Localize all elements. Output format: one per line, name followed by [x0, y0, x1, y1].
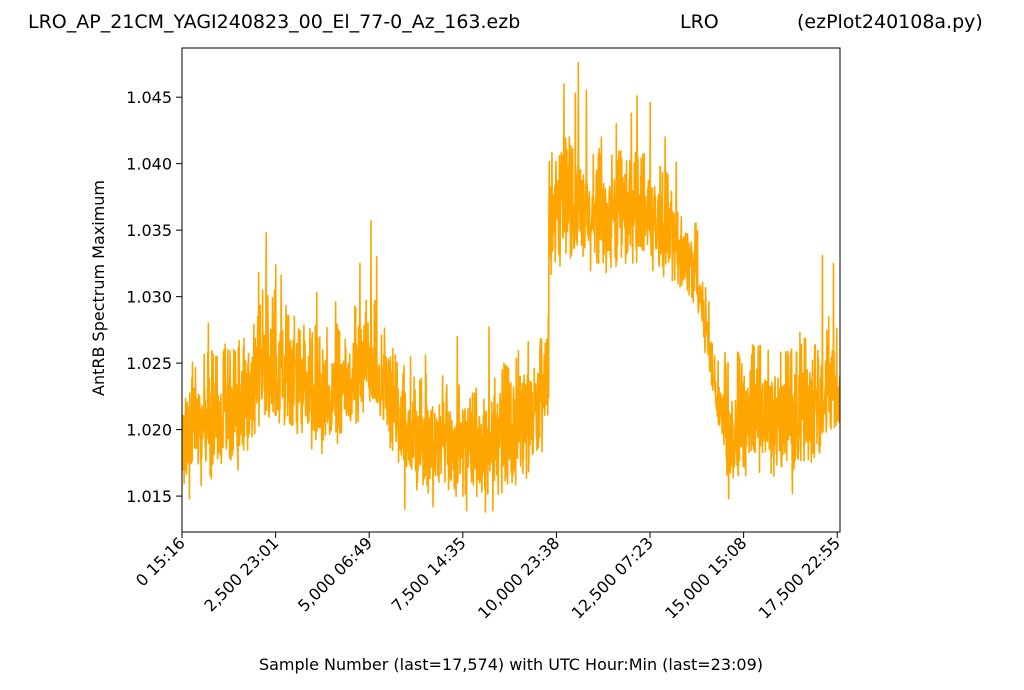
x-tick-label: 7,500 14:35: [388, 533, 470, 615]
series-line-group: [182, 61, 840, 513]
y-tick-label: 1.015: [126, 487, 172, 506]
x-tick-label: 5,000 06:49: [294, 533, 376, 615]
chart-title-script: (ezPlot240108a.py): [797, 11, 983, 33]
chart-title-station: LRO: [680, 11, 719, 33]
x-axis: 0 15:16 2,500 23:01 5,000 06:49 7,500 14:35…: [132, 532, 844, 623]
y-axis-label: AntRB Spectrum Maximum: [89, 180, 108, 396]
y-tick-label: 1.025: [126, 354, 172, 373]
series-line: [182, 61, 840, 513]
x-tick-label: 2,500 23:01: [200, 533, 282, 615]
x-tick-label: 0 15:16: [132, 533, 189, 590]
x-tick-label: 15,000 15:08: [661, 533, 750, 622]
y-tick-label: 1.045: [126, 88, 172, 107]
y-tick-label: 1.030: [126, 288, 172, 307]
x-axis-label: Sample Number (last=17,574) with UTC Hou…: [259, 655, 763, 674]
x-tick-label: 17,500 22:55: [755, 533, 844, 622]
plot-area-frame: [181, 47, 841, 533]
x-tick-label: 10,000 23:38: [474, 533, 563, 622]
y-tick-label: 1.020: [126, 421, 172, 440]
y-tick-label: 1.040: [126, 155, 172, 174]
x-tick-label: 12,500 07:23: [568, 533, 657, 622]
chart-title-filename: LRO_AP_21CM_YAGI240823_00_El_77-0_Az_163…: [28, 11, 521, 33]
y-tick-label: 1.035: [126, 221, 172, 240]
y-axis: 1.015 1.020 1.025 1.030 1.035 1.040 1.045: [126, 88, 182, 506]
